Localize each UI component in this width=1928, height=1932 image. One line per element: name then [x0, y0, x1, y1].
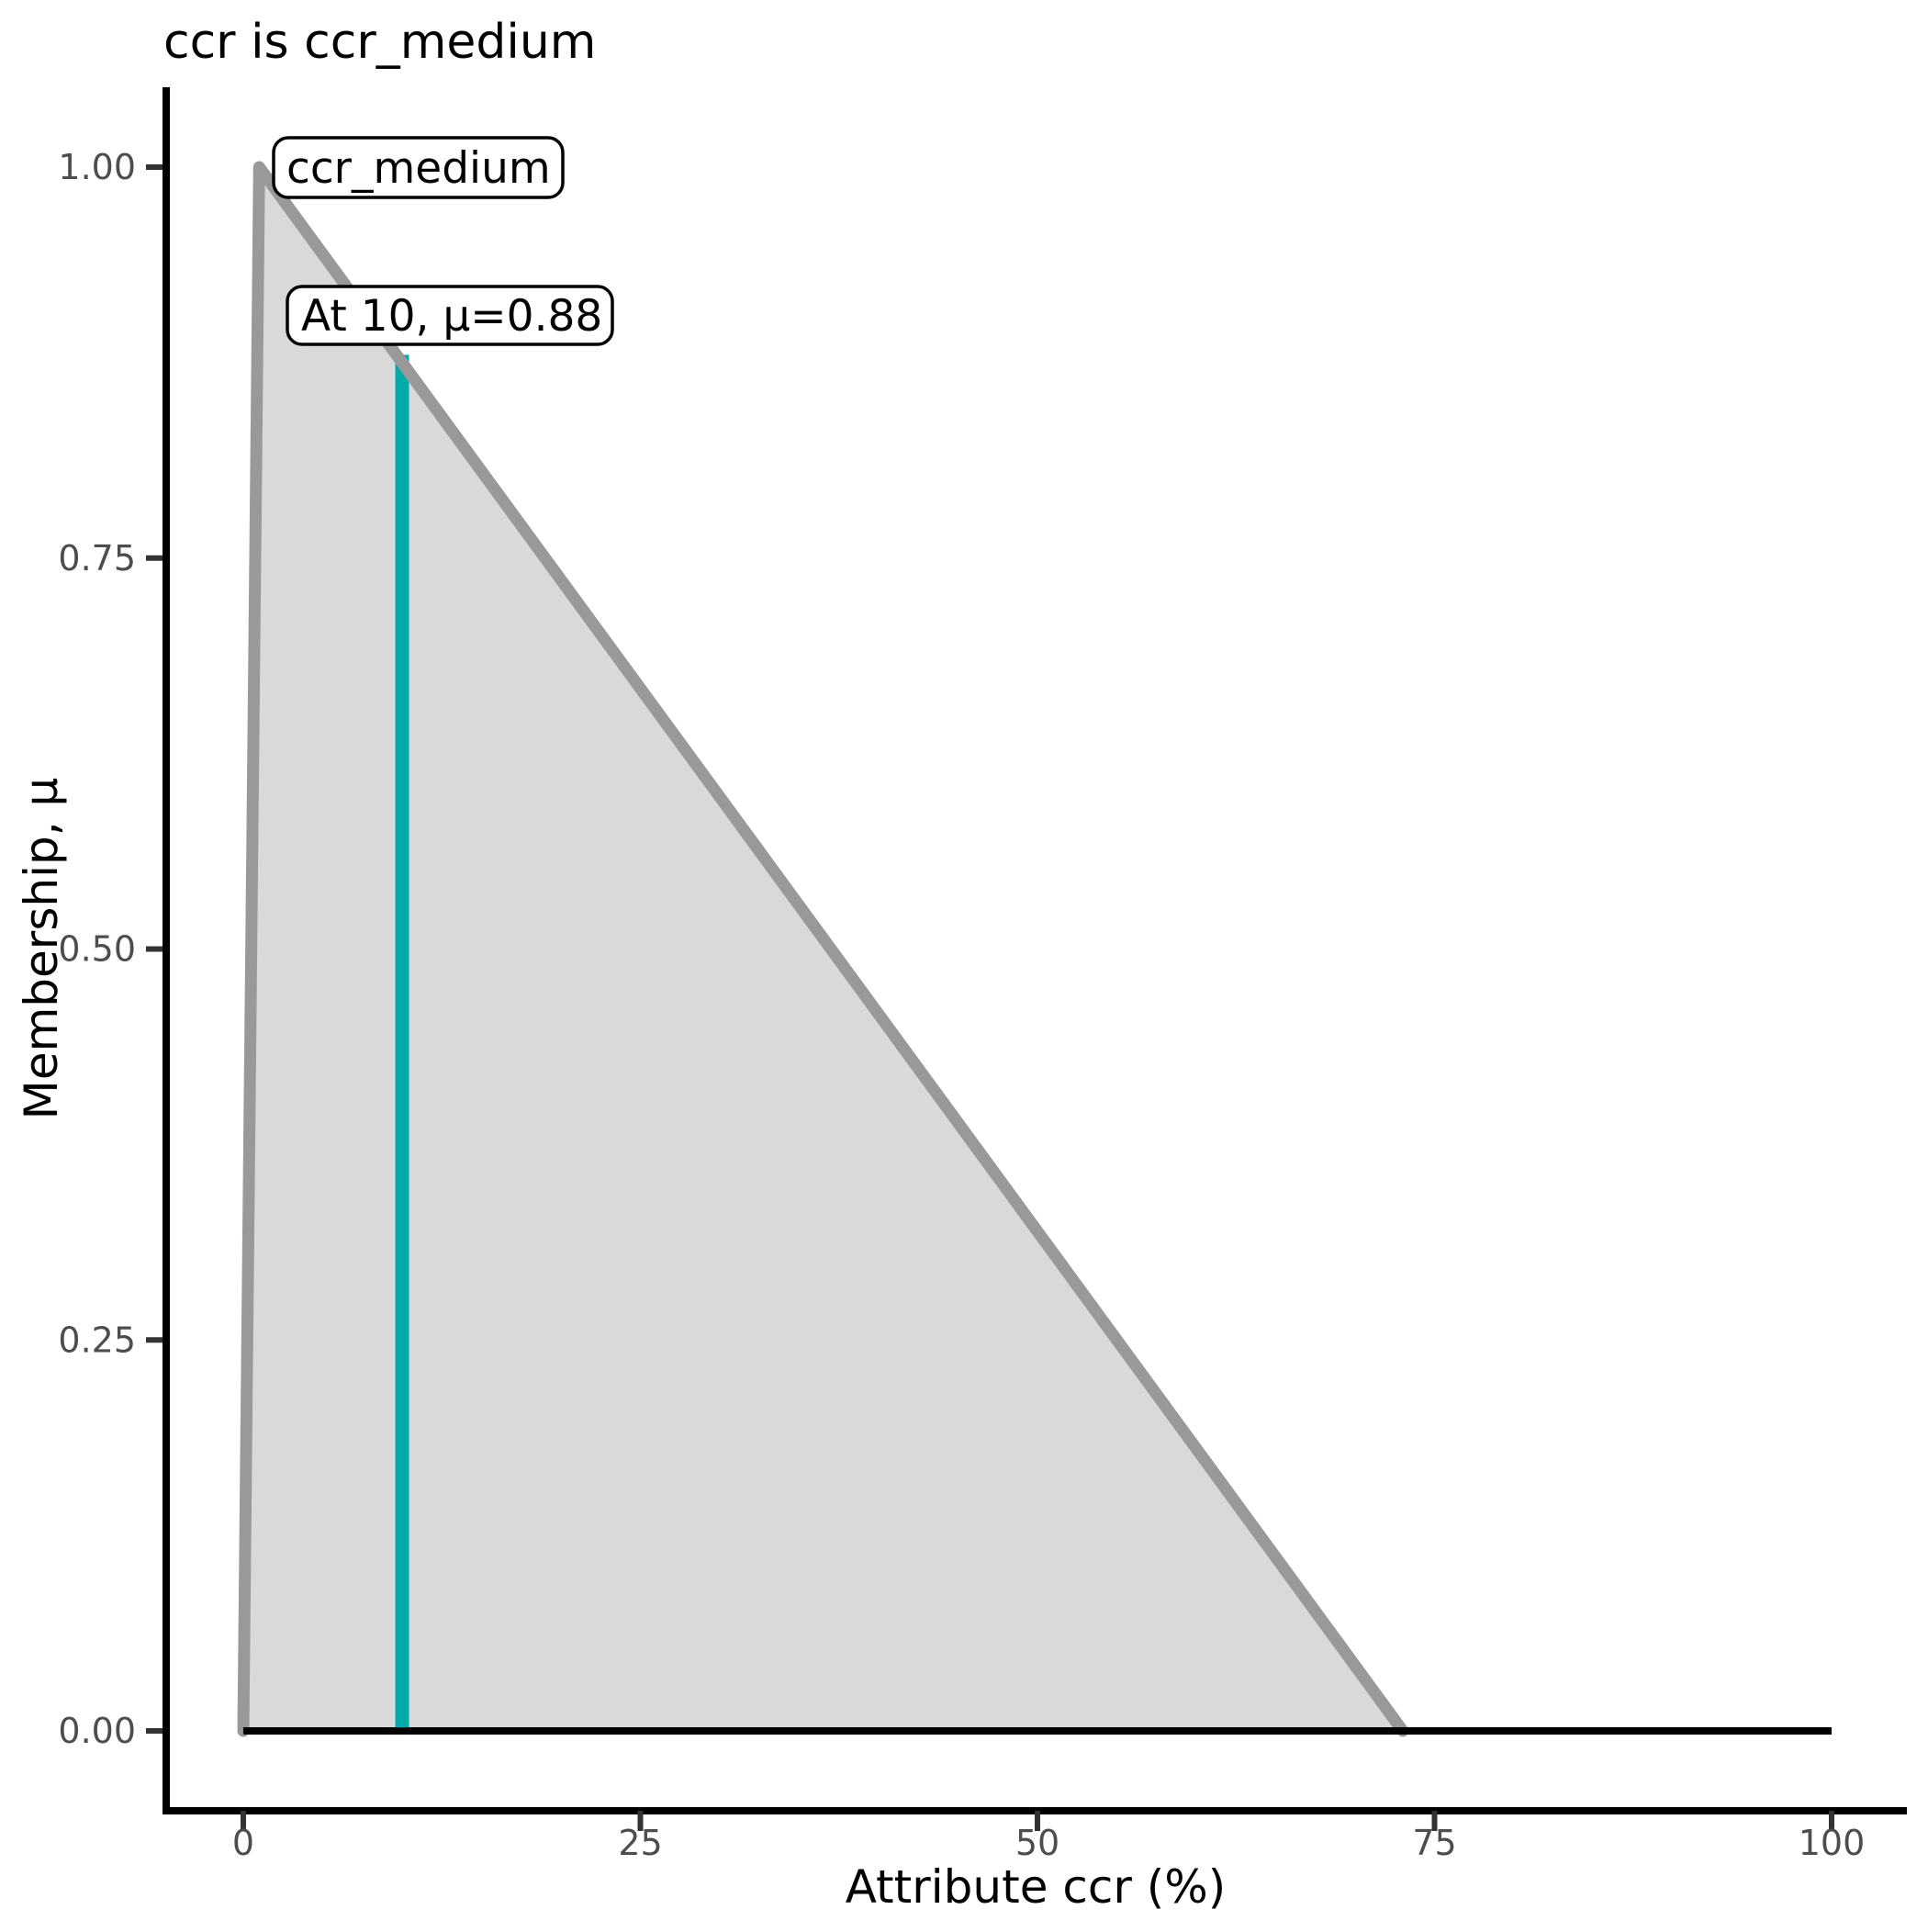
y-tick-label: 1.00	[58, 147, 136, 187]
x-tick-label: 50	[1015, 1823, 1059, 1863]
y-axis-ticks: 0.00 0.25 0.50 0.75 1.00	[58, 147, 163, 1751]
x-axis-ticks: 0 25 50 75 100	[232, 1811, 1865, 1863]
x-tick-label: 25	[618, 1823, 662, 1863]
annotation-set-name-text: ccr_medium	[286, 143, 551, 194]
annotation-evaluation-text: At 10, μ=0.88	[301, 291, 602, 342]
y-axis-title: Membership, μ	[15, 778, 68, 1120]
annotation-set-name: ccr_medium	[272, 136, 565, 199]
y-tick-label: 0.00	[58, 1711, 136, 1751]
x-axis-title: Attribute ccr (%)	[846, 1860, 1227, 1914]
annotation-evaluation: At 10, μ=0.88	[286, 285, 614, 346]
chart-title: ccr is ccr_medium	[163, 15, 596, 70]
annotation-evaluation-box	[286, 285, 614, 346]
y-tick-label: 0.50	[58, 929, 136, 970]
x-tick-label: 75	[1412, 1823, 1456, 1863]
annotation-set-name-box	[272, 136, 565, 199]
x-tick-label: 0	[232, 1823, 254, 1863]
y-tick-label: 0.75	[58, 538, 136, 578]
y-tick-label: 0.25	[58, 1320, 136, 1360]
x-tick-label: 100	[1799, 1823, 1866, 1863]
membership-outline	[237, 161, 1409, 1737]
